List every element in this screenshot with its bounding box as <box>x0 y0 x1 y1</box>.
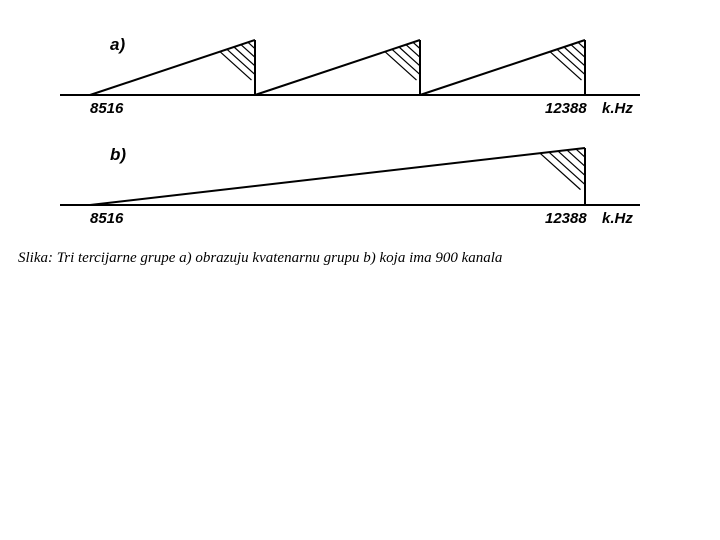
panel-b-label: b) <box>110 145 126 164</box>
panel-a-unit: k.Hz <box>602 100 633 117</box>
panel-a-right-freq: 12388 <box>545 100 587 117</box>
panel-b-left-freq: 8516 <box>90 210 124 227</box>
panel-b-right-freq: 12388 <box>545 210 587 227</box>
panel-a-label: a) <box>110 35 125 54</box>
figure-caption: Slika: Tri tercijarne grupe a) obrazuju … <box>18 250 502 267</box>
diagram-container: a) 8516 12388 k.Hz b) 8516 12388 k.Hz <box>50 20 650 245</box>
panel-a-left-freq: 8516 <box>90 100 124 117</box>
panel-b-unit: k.Hz <box>602 210 633 227</box>
frequency-diagram: a) 8516 12388 k.Hz b) 8516 12388 k.Hz <box>50 20 650 240</box>
